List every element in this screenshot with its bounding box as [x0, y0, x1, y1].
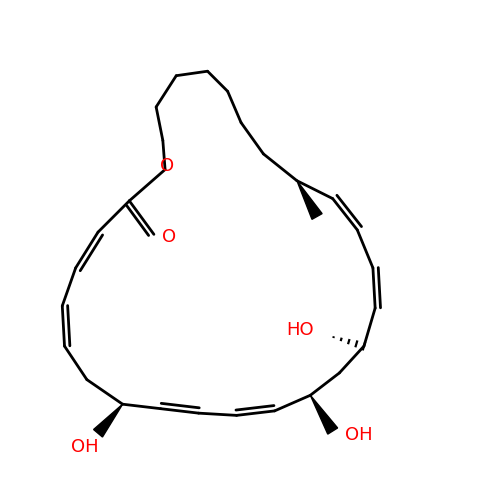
Polygon shape [94, 404, 122, 437]
Text: OH: OH [71, 438, 99, 456]
Text: OH: OH [345, 426, 372, 444]
Polygon shape [297, 180, 322, 220]
Polygon shape [310, 396, 338, 434]
Text: O: O [162, 228, 176, 246]
Text: O: O [160, 157, 174, 175]
Text: HO: HO [286, 320, 314, 338]
